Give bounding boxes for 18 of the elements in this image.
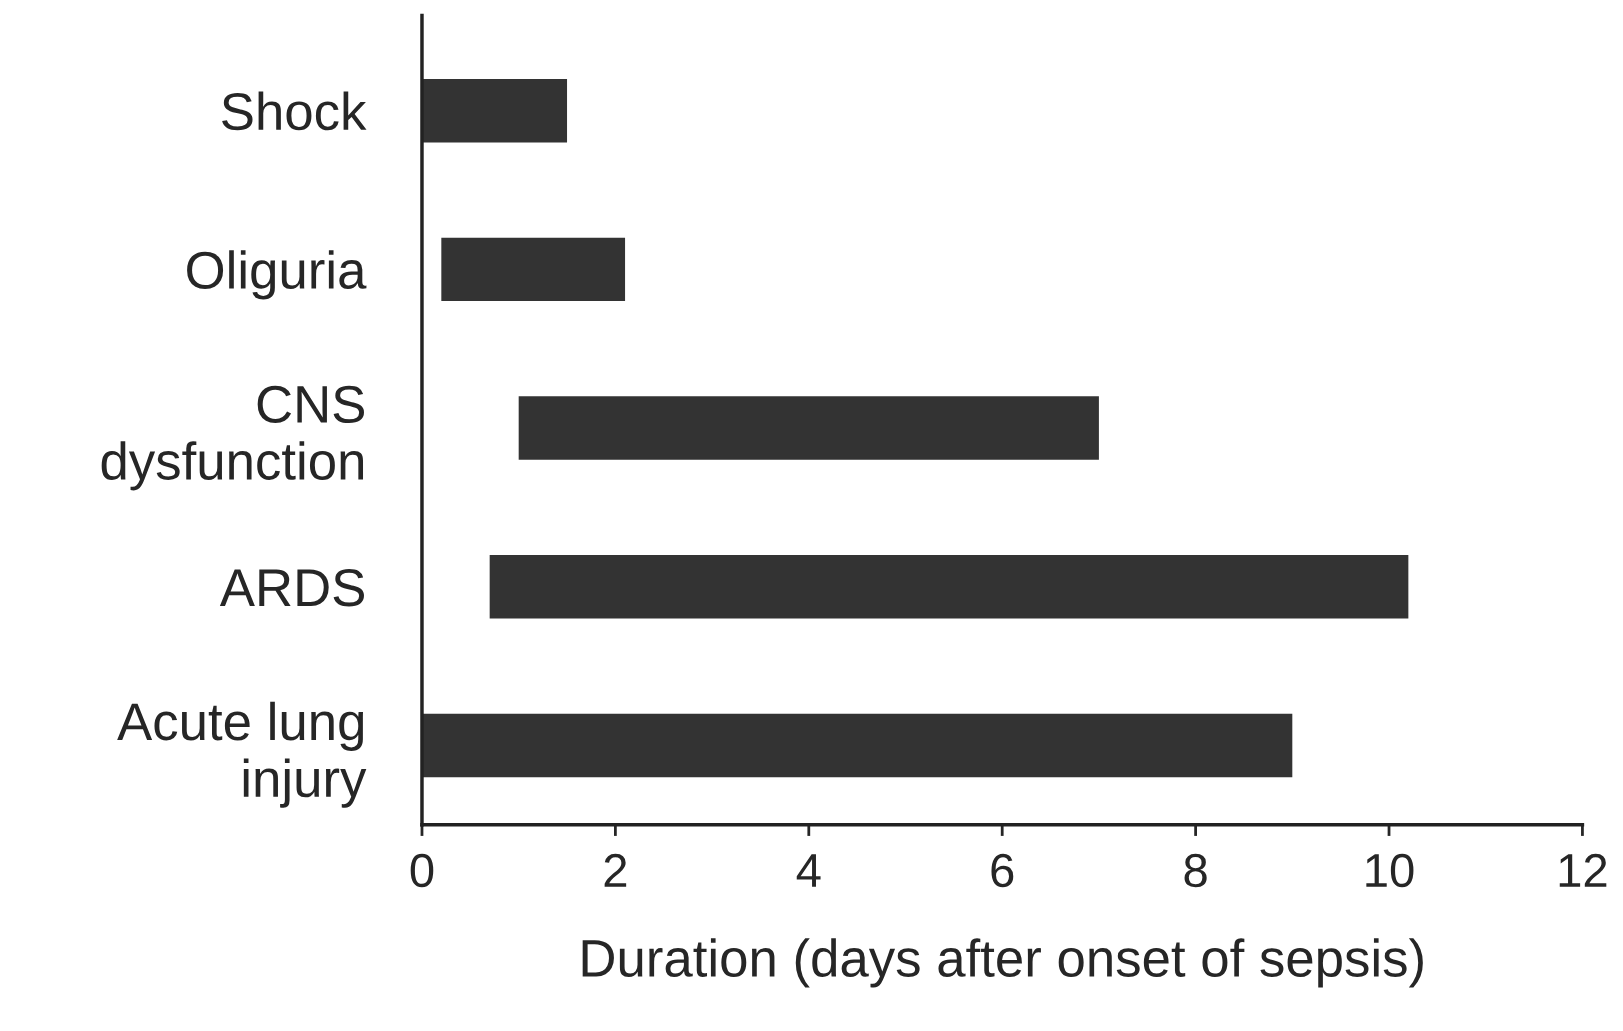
x-tick-label: 0 [410, 853, 434, 888]
y-tick-label: CNS dysfunction [101, 385, 364, 491]
bar [421, 713, 1293, 778]
bar [518, 396, 1099, 460]
y-tick-label: ARDS [219, 569, 364, 607]
x-tick-label: 6 [991, 853, 1014, 888]
x-axis-title: Duration (days after onset of sepsis) [582, 938, 1423, 988]
x-tick-label: 12 [1559, 853, 1607, 887]
x-tick-label: 10 [1366, 853, 1414, 888]
x-tick-label: 2 [604, 853, 627, 887]
x-tick-label: 8 [1184, 853, 1207, 888]
y-tick-label: Acute lung injury [117, 701, 367, 808]
y-tick-label: Shock [222, 91, 367, 131]
bar [441, 237, 626, 302]
bar [421, 78, 568, 143]
bar [489, 555, 1409, 619]
y-tick-label: Oliguria [187, 250, 367, 300]
x-tick-label: 4 [796, 854, 821, 887]
